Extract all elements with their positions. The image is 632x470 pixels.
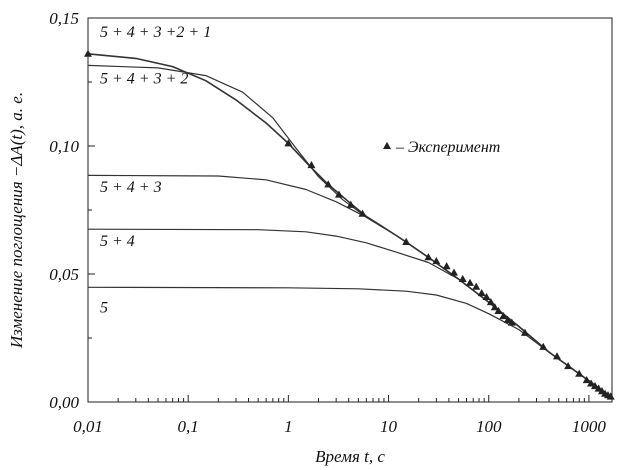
experiment-point [486,297,495,306]
experiment-point [539,342,548,350]
experiment-point [499,312,508,320]
model-curves [87,53,610,397]
experiment-point [482,292,491,300]
y-axis-ticks: 0,00 0,05 0,10 0,15 [49,9,95,412]
y-tick-label: 0,10 [49,137,79,156]
model-curve-5 [87,53,610,397]
experiment-point [606,392,615,400]
experiment-point [494,306,503,315]
experiment-point [449,268,458,276]
experiment-point [307,161,316,169]
experiment-point [507,318,516,326]
experiment-point [432,257,441,265]
experiment-point [334,190,343,198]
experiment-point [564,361,573,370]
x-tick-label: 100 [476,417,502,436]
experiment-point [284,139,293,147]
model-curve-3 [87,174,610,397]
x-tick-label: 0,01 [73,417,103,436]
y-tick-label: 0,15 [49,9,79,28]
experiment-point [442,262,451,270]
legend: – Эксперимент [383,139,500,156]
experiment-point [520,328,529,336]
experiment-point [424,253,433,261]
x-axis-ticks: 0,01 0,1 1 10 100 1000 [73,395,606,436]
curve-label-2: 5 + 4 [100,233,135,250]
y-tick-label: 0,00 [49,393,79,412]
experiment-point [582,376,591,384]
curve-labels: 5 5 + 4 5 + 4 + 3 5 + 4 + 3 + 2 5 + 4 + 3 +2… [100,24,211,316]
x-tick-label: 0,1 [178,417,199,436]
curve-label-3: 5 + 4 + 3 [100,179,162,196]
curve-label-4: 5 + 4 + 3 + 2 [100,70,188,87]
y-axis-title: Изменение поглощения −ΔA(t), а. е. [7,92,26,349]
experiment-point [490,303,499,311]
x-tick-label: 1 [284,417,293,436]
experiment-point [465,278,474,286]
experiment-markers [84,49,615,400]
experiment-point [402,237,411,245]
legend-triangle-marker [383,141,391,149]
experiment-point [503,315,512,324]
curve-label-5: 5 + 4 + 3 +2 + 1 [100,24,211,41]
x-tick-label: 1000 [572,417,607,436]
experiment-point [84,49,92,57]
experiment-point [346,200,355,208]
model-curve-4 [87,64,610,397]
experiment-point [552,352,561,360]
experiment-point [472,282,481,290]
curve-label-1: 5 [100,299,108,316]
legend-label: – Эксперимент [395,139,500,156]
model-curve-1 [87,286,610,397]
experiment-point [358,209,367,217]
experiment-point [575,369,584,377]
experiment-point [324,180,333,188]
model-curve-2 [87,228,610,397]
x-axis-title: Время t, с [315,447,385,466]
experiment-point [477,289,486,297]
experiment-point [591,381,599,390]
y-tick-label: 0,05 [49,265,79,284]
experiment-point [587,379,596,387]
experiment-point [458,274,467,283]
x-tick-label: 10 [380,417,398,436]
